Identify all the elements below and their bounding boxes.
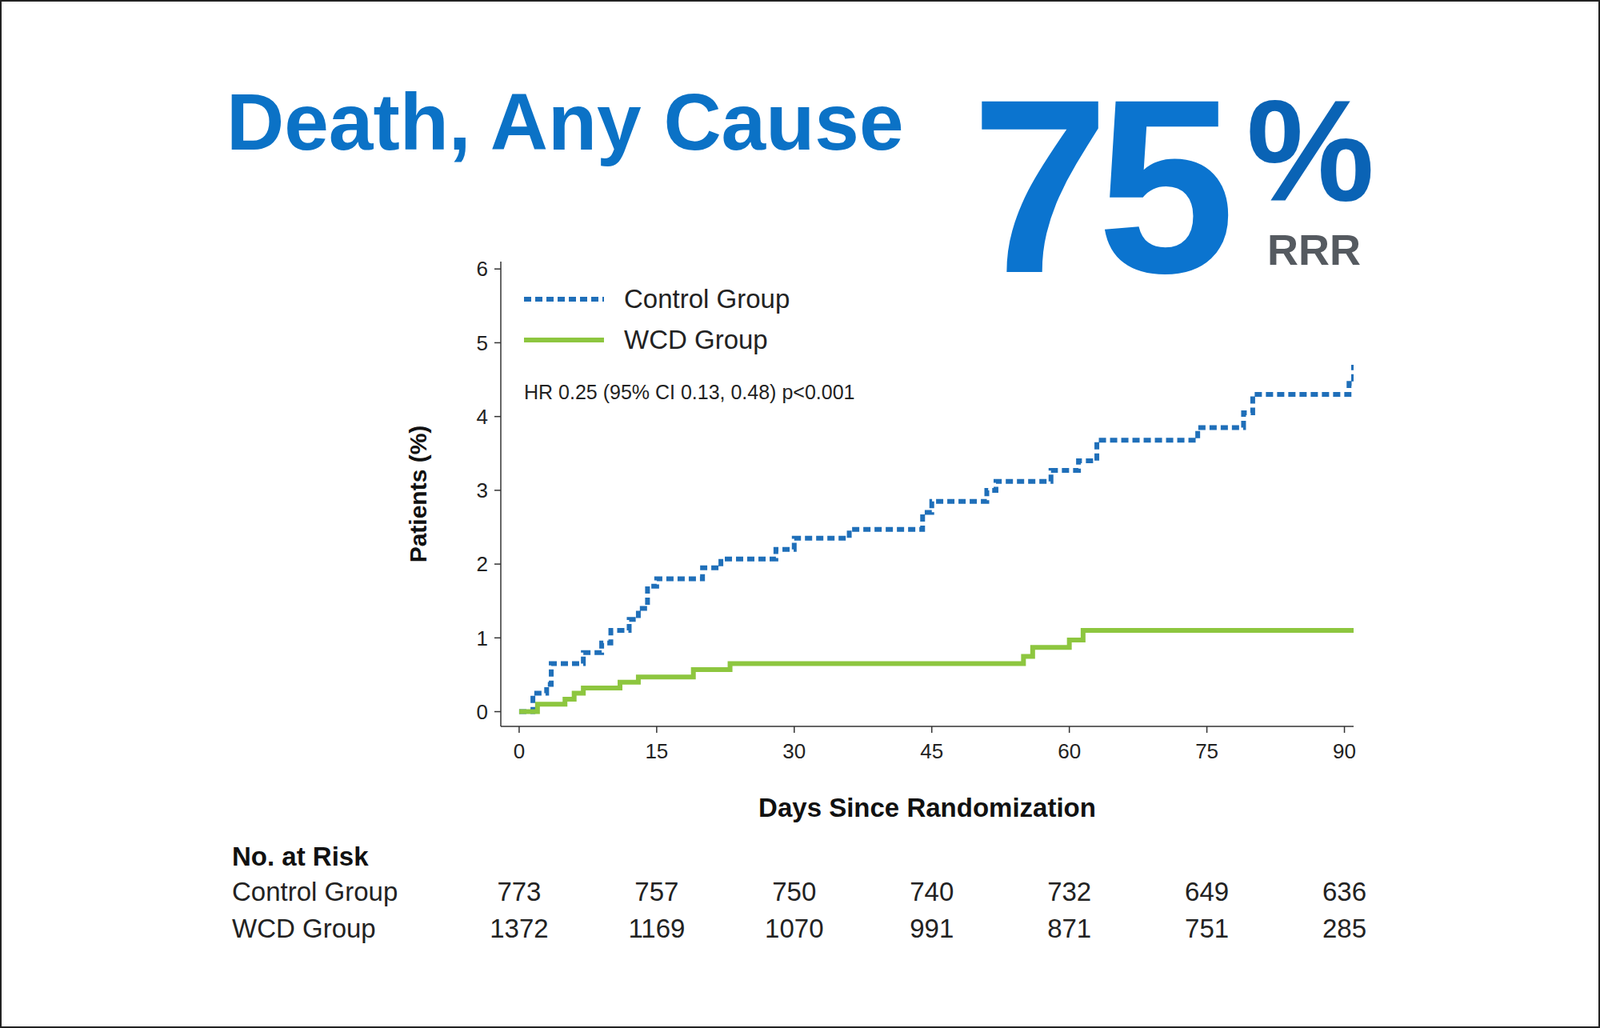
svg-text:Control Group: Control Group bbox=[624, 284, 790, 314]
svg-text:773: 773 bbox=[496, 876, 541, 907]
svg-text:75: 75 bbox=[971, 47, 1229, 325]
svg-text:15: 15 bbox=[644, 739, 668, 764]
svg-text:45: 45 bbox=[920, 739, 944, 764]
svg-text:1372: 1372 bbox=[489, 913, 548, 944]
svg-text:30: 30 bbox=[782, 739, 806, 764]
svg-text:751: 751 bbox=[1184, 913, 1229, 944]
svg-text:75: 75 bbox=[1195, 739, 1219, 764]
svg-text:Control Group: Control Group bbox=[232, 876, 398, 907]
svg-text:750: 750 bbox=[772, 876, 816, 907]
svg-text:Days Since Randomization: Days Since Randomization bbox=[758, 792, 1096, 823]
svg-text:1169: 1169 bbox=[628, 913, 685, 944]
svg-text:3: 3 bbox=[476, 478, 488, 503]
svg-text:0: 0 bbox=[476, 700, 488, 724]
svg-text:636: 636 bbox=[1322, 876, 1367, 907]
svg-text:60: 60 bbox=[1057, 739, 1081, 764]
svg-text:0: 0 bbox=[513, 739, 525, 764]
svg-text:%: % bbox=[1246, 70, 1375, 232]
svg-text:1070: 1070 bbox=[764, 913, 824, 944]
svg-text:HR 0.25 (95% CI 0.13, 0.48) p<: HR 0.25 (95% CI 0.13, 0.48) p<0.001 bbox=[524, 380, 855, 404]
svg-text:6: 6 bbox=[476, 256, 488, 281]
svg-text:732: 732 bbox=[1047, 876, 1092, 907]
svg-text:285: 285 bbox=[1322, 913, 1367, 944]
svg-text:WCD Group: WCD Group bbox=[624, 324, 768, 355]
svg-text:No. at Risk: No. at Risk bbox=[232, 841, 369, 872]
svg-text:5: 5 bbox=[476, 331, 488, 356]
svg-text:1: 1 bbox=[476, 626, 488, 651]
svg-text:4: 4 bbox=[476, 404, 488, 429]
svg-text:871: 871 bbox=[1047, 913, 1092, 944]
svg-text:991: 991 bbox=[909, 913, 954, 944]
svg-text:2: 2 bbox=[476, 552, 488, 576]
svg-text:90: 90 bbox=[1332, 739, 1356, 764]
svg-text:RRR: RRR bbox=[1267, 225, 1361, 274]
svg-text:WCD Group: WCD Group bbox=[232, 913, 376, 944]
svg-text:Patients (%): Patients (%) bbox=[404, 425, 432, 564]
svg-text:Death, Any Cause: Death, Any Cause bbox=[226, 76, 904, 167]
svg-text:757: 757 bbox=[634, 876, 679, 907]
svg-text:649: 649 bbox=[1184, 876, 1229, 907]
svg-text:740: 740 bbox=[909, 876, 954, 907]
